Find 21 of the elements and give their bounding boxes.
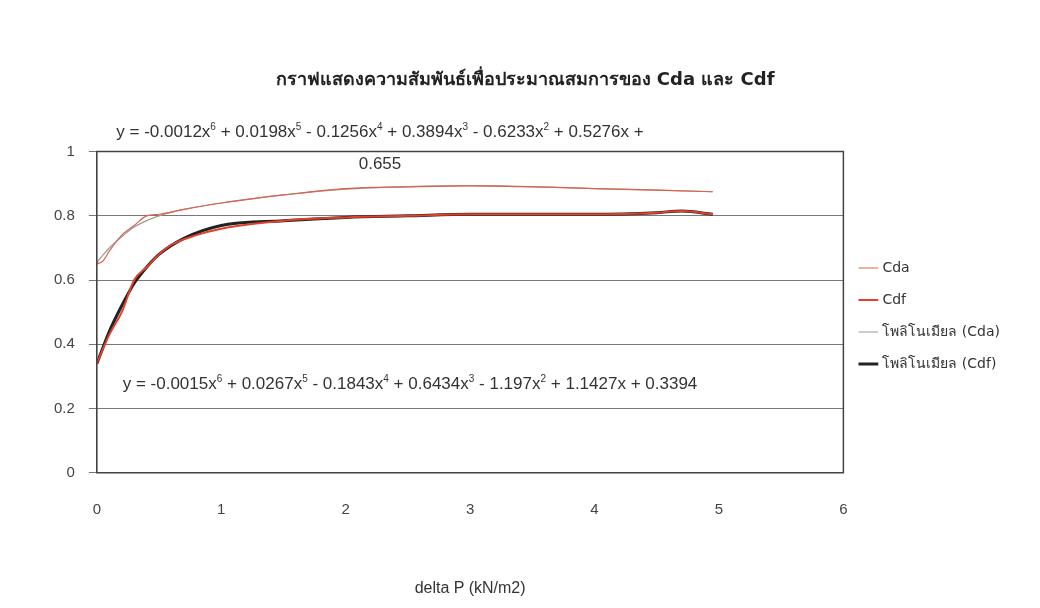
y-tick-label: 0.8 — [53, 205, 75, 223]
y-tick-label: 0.6 — [53, 270, 75, 288]
legend-label: โพลิโนเมียล (Cdf) — [882, 354, 997, 371]
x-axis-title: delta P (kN/m2) — [414, 578, 526, 596]
x-tick-label: 3 — [465, 499, 475, 517]
x-tick-label: 0 — [92, 499, 102, 517]
text: y = -0.0012x$^{6}$ + 0.0198x$^{5}$ - 0.1256x$^{4}$ + 0.3894x$^{3}$ - 0.6233x$^{2}$ + 0.5276x + 0.655 — [116, 121, 644, 174]
x-tick-label: 6 — [839, 499, 848, 517]
chart-title: กราฟแสดงความสัมพันธ์เพื่อประมาณสมการของ Cda และ Cdf — [275, 66, 775, 90]
x-tick-label: 1 — [217, 499, 226, 517]
x-tick-label: 2 — [341, 499, 350, 517]
legend-label: Cda — [882, 258, 910, 275]
y-tick-label: 0.2 — [53, 398, 75, 416]
text: y = -0.0015x$^{6}$ + 0.0267x$^{5}$ - 0.1843x$^{4}$ + 0.6434x$^{3}$ - 1.197x$^{2}$ + 1.1427x + 0.3394 — [122, 373, 698, 393]
x-tick-label: 5 — [714, 499, 724, 517]
y-tick-label: 0 — [66, 462, 75, 480]
y-tick-label: 1 — [66, 141, 75, 159]
x-tick-label: 4 — [590, 499, 599, 517]
y-tick-label: 0.4 — [53, 334, 75, 352]
legend-label: โพลิโนเมียล (Cda) — [882, 322, 1001, 339]
legend-label: Cdf — [882, 290, 908, 307]
